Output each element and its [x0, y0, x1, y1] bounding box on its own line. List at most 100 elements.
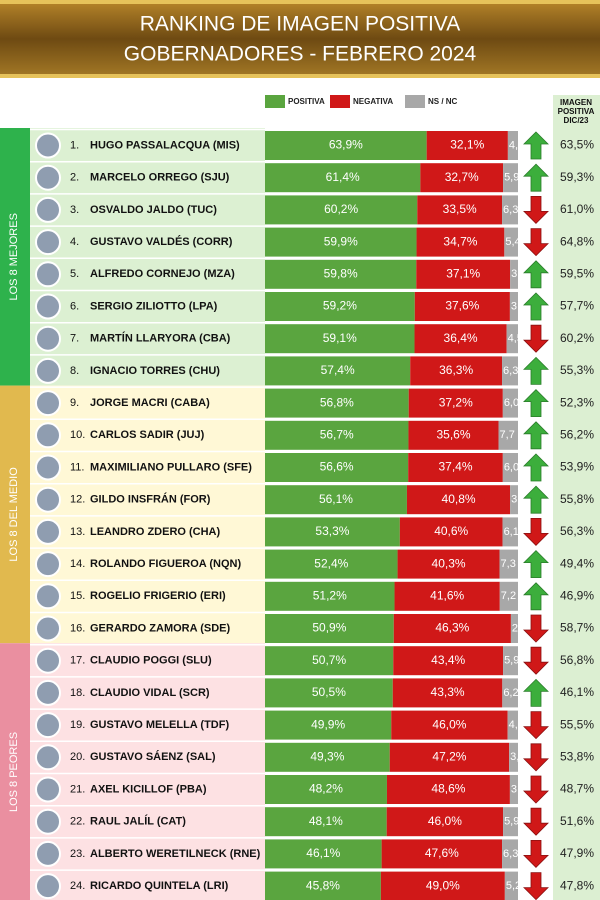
name: MARTÍN LLARYORA (CBA)	[90, 332, 231, 345]
bar-segment	[392, 678, 503, 708]
avatar	[35, 551, 61, 578]
value-label: 43,4%	[431, 653, 465, 667]
value-label: 4,5	[508, 333, 523, 345]
header-border	[0, 74, 600, 78]
avatar	[35, 390, 61, 417]
value-label: 59,9%	[324, 234, 358, 248]
bar-segment	[265, 163, 421, 193]
name: CARLOS SADIR (JUJ)	[90, 429, 205, 441]
bar-segment	[406, 485, 511, 515]
previous-value: 53,9%	[560, 460, 594, 474]
bar-segment	[265, 517, 400, 547]
value-label: 3,2	[511, 300, 526, 312]
trend-arrow-down	[523, 775, 549, 804]
avatar	[35, 454, 61, 481]
avatar	[35, 293, 61, 320]
avatar	[35, 776, 61, 803]
avatar	[35, 261, 61, 288]
trend-arrow-up	[523, 582, 549, 611]
value-label: 49,9%	[311, 717, 345, 731]
trend-arrow-up	[523, 453, 549, 482]
legend-swatch	[330, 95, 350, 108]
name: RAUL JALÍL (CAT)	[90, 815, 186, 828]
value-label: 3,2	[511, 783, 526, 795]
value-label: 50,7%	[312, 653, 346, 667]
bar-segment	[408, 453, 503, 482]
value-label: 36,3%	[439, 363, 473, 377]
trend-arrow-down	[523, 711, 549, 740]
bar-segment	[397, 549, 500, 579]
bar-segment	[391, 710, 508, 740]
trend-arrow-up	[523, 485, 549, 514]
rank: 14.	[70, 558, 85, 570]
bar-segment	[394, 581, 500, 611]
group-strip	[0, 643, 30, 900]
trend-arrow-up	[523, 421, 549, 450]
bar-segment	[399, 517, 503, 547]
name: GERARDO ZAMORA (SDE)	[90, 622, 230, 634]
trend-arrow-down	[523, 614, 549, 643]
value-label: 7,3	[501, 558, 516, 570]
value-label: 5,2	[506, 880, 521, 892]
bar-segment	[502, 195, 518, 225]
avatar	[35, 615, 61, 642]
bar-segment	[386, 775, 510, 804]
rank: 1.	[70, 139, 79, 151]
value-label: 48,1%	[309, 814, 343, 828]
name: IGNACIO TORRES (CHU)	[90, 365, 220, 377]
bar-segment	[265, 388, 409, 418]
bar-segment	[381, 839, 503, 869]
value-label: 45,8%	[306, 878, 340, 892]
rank: 4.	[70, 236, 79, 248]
bar-segment	[265, 614, 394, 643]
previous-value: 53,8%	[560, 749, 594, 763]
rank: 12.	[70, 494, 85, 506]
rank: 3.	[70, 204, 79, 216]
bar-segment	[265, 420, 409, 450]
value-label: 60,2%	[324, 202, 358, 216]
group-strip	[0, 128, 30, 386]
name: GUSTAVO MELELLA (TDF)	[90, 719, 229, 731]
bar-segment	[414, 292, 510, 321]
name: ROGELIO FRIGERIO (ERI)	[90, 590, 226, 602]
value-label: 6,2	[503, 687, 518, 699]
value-label: 40,3%	[432, 556, 466, 570]
group-label: LOS 8 PEORES	[8, 732, 20, 812]
avatar	[35, 229, 61, 256]
bar-segment	[393, 614, 511, 643]
value-label: 46,1%	[306, 846, 340, 860]
bar-segment	[416, 227, 505, 257]
avatar	[35, 712, 61, 739]
trend-arrow-down	[523, 228, 549, 257]
bar-segment	[265, 807, 387, 837]
value-label: 61,4%	[326, 170, 360, 184]
trend-arrow-up	[523, 356, 549, 385]
legend-swatch	[405, 95, 425, 108]
value-label: 32,1%	[450, 138, 484, 152]
bar-segment	[389, 742, 510, 772]
rank: 23.	[70, 848, 85, 860]
bar-segment	[509, 775, 518, 804]
value-label: 34,7%	[443, 234, 477, 248]
group-background	[30, 385, 265, 644]
value-label: 56,6%	[320, 460, 354, 474]
bar-segment	[504, 227, 518, 257]
trend-arrow-down	[523, 195, 549, 224]
previous-title: DIC/23	[564, 116, 589, 125]
bar-segment	[265, 581, 395, 611]
bar-segment	[502, 356, 518, 386]
name: OSVALDO JALDO (TUC)	[90, 204, 217, 216]
rank: 13.	[70, 526, 85, 538]
trend-arrow-up	[523, 678, 549, 707]
value-label: 7,2	[501, 590, 516, 602]
bar-segment	[265, 356, 411, 386]
bar-segment	[265, 839, 382, 869]
avatar	[35, 325, 61, 352]
bar-segment	[509, 292, 518, 321]
trend-arrow-down	[523, 872, 549, 900]
value-label: 33,5%	[443, 202, 477, 216]
bar-segment	[502, 388, 518, 418]
bar-segment	[509, 742, 518, 772]
trend-arrow-up	[523, 131, 549, 160]
trend-arrow-up	[523, 292, 549, 321]
